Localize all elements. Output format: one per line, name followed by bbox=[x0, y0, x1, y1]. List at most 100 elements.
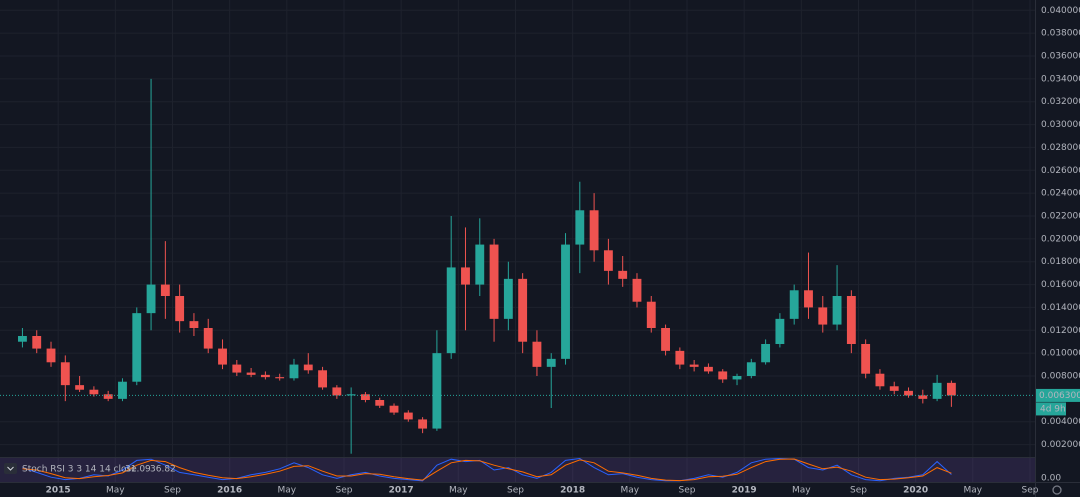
candle-body bbox=[432, 353, 442, 429]
y-tick-label: 0.022000 bbox=[1041, 212, 1080, 222]
candle-body bbox=[775, 318, 785, 344]
candle-body bbox=[89, 389, 99, 395]
candle-body bbox=[275, 377, 285, 379]
stoch-band bbox=[0, 458, 1035, 482]
candle-body bbox=[260, 374, 270, 378]
candle-body bbox=[518, 278, 528, 342]
candle-body bbox=[389, 405, 399, 413]
candle-body bbox=[203, 328, 213, 349]
candle-body bbox=[75, 385, 85, 390]
x-tick-label: 2015 bbox=[46, 486, 71, 496]
x-tick-label: 2017 bbox=[389, 486, 414, 496]
candle-body bbox=[861, 344, 871, 374]
stoch-line bbox=[22, 457, 952, 482]
x-tick-label: 2018 bbox=[560, 486, 585, 496]
candle-body bbox=[346, 394, 356, 396]
x-tick-label: May bbox=[278, 486, 297, 496]
stoch-k-value: 31.09 bbox=[125, 465, 151, 475]
candle-body bbox=[32, 336, 42, 349]
candle-body bbox=[661, 328, 670, 351]
countdown-box bbox=[1036, 402, 1066, 416]
candle-body bbox=[403, 412, 413, 420]
candle-body bbox=[646, 301, 656, 328]
x-tick-label: 2019 bbox=[732, 486, 757, 496]
candle-body bbox=[889, 386, 899, 391]
candle-body bbox=[632, 278, 642, 302]
y-tick-label: 0.026000 bbox=[1041, 166, 1080, 176]
candle-body bbox=[761, 344, 771, 363]
candle-body bbox=[60, 362, 70, 386]
x-tick-label: Sep bbox=[336, 486, 353, 496]
candle-body bbox=[603, 250, 613, 271]
y-tick-label: 0.036000 bbox=[1041, 52, 1080, 62]
x-tick-label: May bbox=[449, 486, 468, 496]
candle-body bbox=[475, 244, 485, 285]
y-tick-label: 0.012000 bbox=[1041, 326, 1080, 336]
x-tick-label: May bbox=[792, 486, 811, 496]
candle-body bbox=[675, 350, 685, 365]
x-tick-label: Sep bbox=[507, 486, 524, 496]
candle-body bbox=[303, 364, 313, 371]
grid bbox=[0, 0, 1035, 482]
y-tick-label: 0.010000 bbox=[1041, 349, 1080, 359]
y-tick-label: 0.034000 bbox=[1041, 74, 1080, 84]
y-tick-label: 0.014000 bbox=[1041, 303, 1080, 313]
y-tick-label: 0.032000 bbox=[1041, 97, 1080, 107]
candle-body bbox=[146, 284, 156, 314]
y-tick-label: 0.040000 bbox=[1041, 6, 1080, 16]
x-tick-label: Sep bbox=[1022, 486, 1039, 496]
y-tick-label: 0.028000 bbox=[1041, 143, 1080, 153]
candle-body bbox=[189, 321, 199, 328]
stoch-line bbox=[22, 458, 952, 482]
candle-body bbox=[804, 290, 813, 308]
y-tick-label: 0.020000 bbox=[1041, 234, 1080, 244]
candle-body bbox=[546, 358, 556, 367]
y-tick-label: 0.024000 bbox=[1041, 189, 1080, 199]
candle-body bbox=[532, 341, 542, 367]
candle-body bbox=[160, 284, 170, 296]
candle-body bbox=[789, 290, 799, 319]
candle-body bbox=[618, 270, 628, 279]
candle-body bbox=[918, 395, 928, 399]
stoch-d-value: 36.82 bbox=[150, 465, 176, 475]
candle-body bbox=[875, 373, 885, 387]
x-tick-label: May bbox=[106, 486, 125, 496]
candle-body bbox=[589, 210, 599, 251]
candle-body bbox=[818, 307, 828, 325]
candle-body bbox=[46, 348, 56, 363]
candle-body bbox=[103, 394, 113, 399]
countdown-label: 4d 9h bbox=[1040, 404, 1066, 414]
candle-body bbox=[746, 362, 756, 376]
candle-body bbox=[175, 296, 185, 322]
last-price-label: 0.006300 bbox=[1039, 391, 1080, 401]
settings-icon[interactable] bbox=[1052, 485, 1062, 495]
candle-body bbox=[904, 390, 913, 396]
candle-body bbox=[375, 400, 385, 406]
candle-body bbox=[689, 364, 699, 367]
candle-body bbox=[489, 244, 499, 319]
candle-body bbox=[704, 366, 713, 372]
y-tick-label: 0.038000 bbox=[1041, 29, 1080, 39]
candle-body bbox=[318, 370, 327, 388]
candle-body bbox=[732, 376, 742, 380]
candle-body bbox=[946, 382, 956, 396]
candle-body bbox=[446, 267, 456, 354]
candle-body bbox=[289, 364, 299, 379]
y-tick-label: 0.016000 bbox=[1041, 280, 1080, 290]
x-tick-label: 2020 bbox=[903, 486, 928, 496]
stoch-legend-title: Stoch RSI 3 3 14 14 close bbox=[22, 465, 137, 475]
candle-body bbox=[561, 244, 570, 359]
last-price-box bbox=[1036, 388, 1080, 402]
candle-body bbox=[718, 371, 728, 380]
candle-body bbox=[118, 381, 127, 399]
plot bbox=[0, 78, 1035, 482]
legend-toggle[interactable] bbox=[4, 463, 17, 474]
candle-body bbox=[132, 313, 142, 382]
x-tick-label: Sep bbox=[679, 486, 696, 496]
candle-body bbox=[218, 348, 227, 365]
candle-body bbox=[846, 296, 856, 344]
y-tick-label: 0.004000 bbox=[1041, 417, 1080, 427]
